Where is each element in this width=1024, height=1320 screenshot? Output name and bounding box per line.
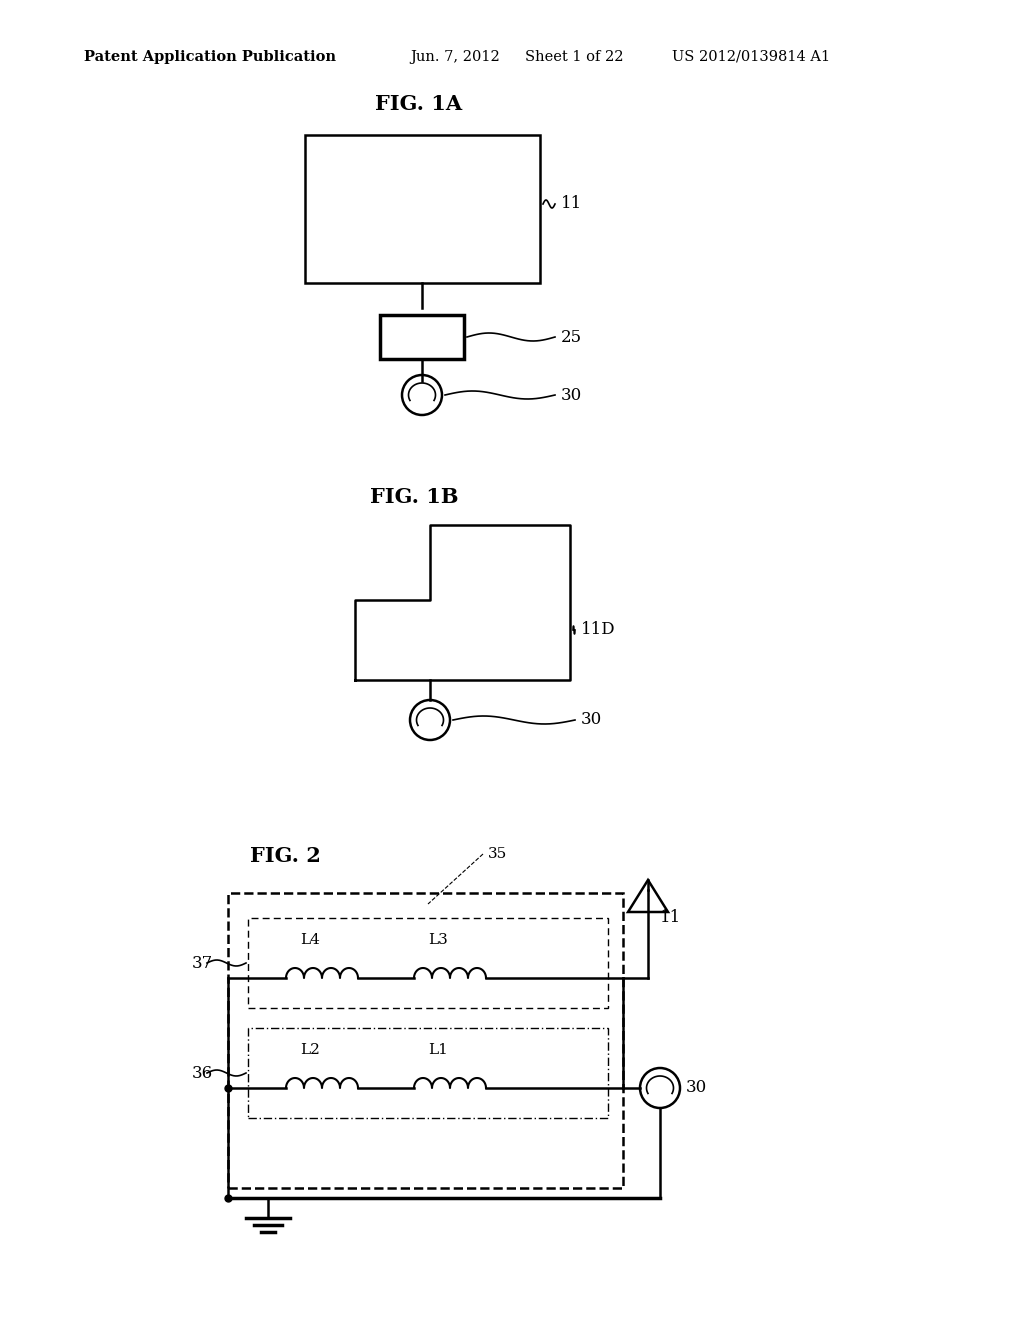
Bar [305, 135, 540, 282]
Text: Sheet 1 of 22: Sheet 1 of 22 [525, 50, 624, 63]
Text: L4: L4 [300, 933, 319, 946]
Text: 30: 30 [686, 1080, 708, 1097]
Text: L1: L1 [428, 1043, 447, 1057]
Text: FIG. 2: FIG. 2 [250, 846, 321, 866]
Text: FIG. 1B: FIG. 1B [370, 487, 459, 507]
Text: 11D: 11D [581, 622, 615, 639]
Text: Patent Application Publication: Patent Application Publication [84, 50, 336, 63]
Text: Jun. 7, 2012: Jun. 7, 2012 [410, 50, 500, 63]
Bar [228, 894, 623, 1188]
Text: 35: 35 [488, 847, 507, 861]
Bar [248, 1028, 608, 1118]
Text: 30: 30 [581, 711, 602, 729]
Bar [248, 917, 608, 1008]
Text: 11: 11 [561, 195, 583, 213]
Text: 11: 11 [660, 908, 681, 925]
Bar [380, 315, 464, 359]
Text: FIG. 1A: FIG. 1A [375, 94, 462, 114]
Text: 30: 30 [561, 387, 583, 404]
Text: 25: 25 [561, 329, 582, 346]
Text: 37: 37 [193, 954, 213, 972]
Text: L2: L2 [300, 1043, 319, 1057]
Text: 36: 36 [193, 1064, 213, 1081]
Text: L3: L3 [428, 933, 447, 946]
Text: US 2012/0139814 A1: US 2012/0139814 A1 [672, 50, 830, 63]
